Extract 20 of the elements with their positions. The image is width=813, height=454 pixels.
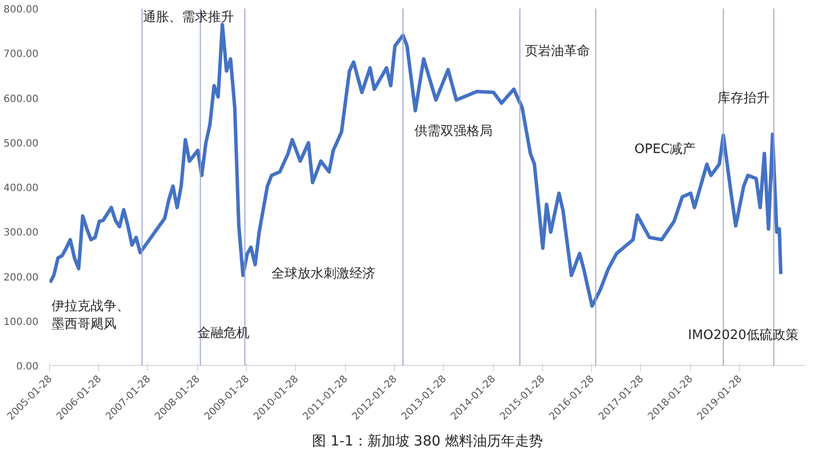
- y-tick-label: 0.00: [16, 362, 38, 372]
- annotation: 页岩油革命: [524, 44, 590, 59]
- y-tick-label: 500.00: [4, 138, 39, 150]
- annotation: OPEC减产: [634, 142, 696, 158]
- y-tick-label: 300.00: [4, 228, 39, 239]
- y-tick-label: 700.00: [4, 49, 39, 60]
- annotation: 墨西哥飓风: [52, 316, 116, 332]
- annotation: 全球放水刺激经济: [271, 266, 376, 282]
- annotation: 库存抬升: [718, 90, 770, 106]
- annotation: 通胀、需求推升: [142, 10, 234, 25]
- y-tick-label: 600.00: [4, 94, 39, 105]
- y-tick-label: 800.00: [4, 4, 39, 16]
- annotation: 金融危机: [197, 326, 250, 341]
- annotation: 供需双强格局: [414, 124, 492, 139]
- y-tick-label: 100.00: [4, 316, 39, 328]
- y-tick-label: 200.00: [4, 272, 39, 284]
- annotation: IMO2020低硫政策: [688, 328, 798, 344]
- y-tick-label: 400.00: [4, 183, 39, 194]
- text: 图 1-1：新加坡 380 燃料油历年走势: [312, 434, 543, 450]
- annotation: 伊拉克战争、: [52, 299, 130, 314]
